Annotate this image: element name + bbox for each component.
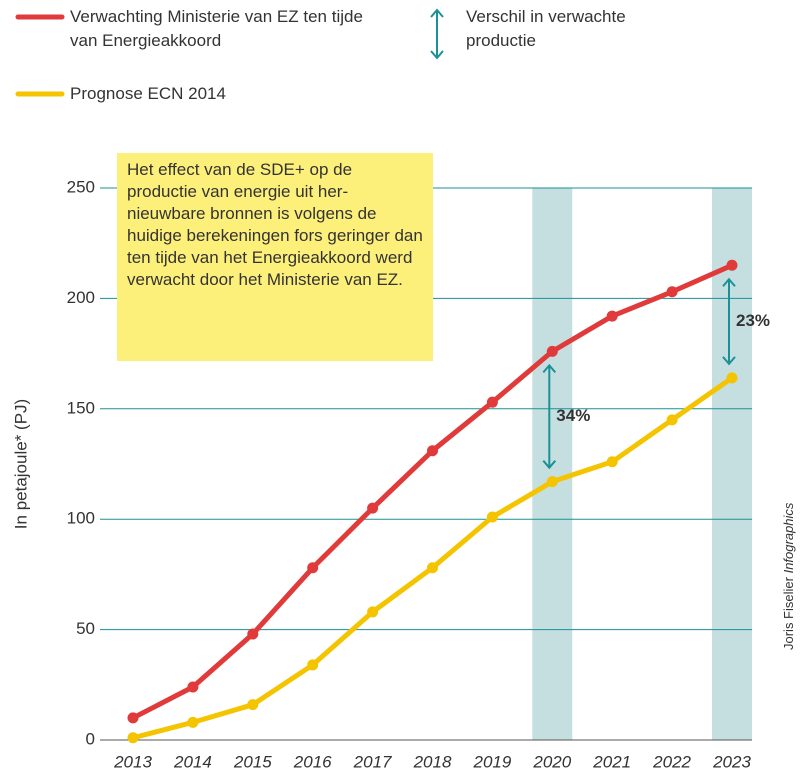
point [726, 372, 738, 384]
x-tick-label: 2014 [173, 752, 212, 769]
point [546, 345, 558, 357]
point [187, 716, 199, 728]
x-tick-label: 2023 [712, 752, 751, 769]
y-tick-label: 250 [67, 177, 95, 196]
x-tick-label: 2022 [652, 752, 691, 769]
line [132, 375, 734, 741]
point [427, 562, 438, 574]
point [367, 502, 379, 514]
x-tick-label: 2017 [353, 752, 392, 769]
credit-suffix: Infographics [781, 502, 796, 573]
difference-arrow-head [542, 363, 557, 470]
legend-label: Verwachting Ministerie van EZ ten tijde … [70, 7, 363, 50]
x-tick-label: 2020 [532, 752, 571, 769]
legend-label: Prognose ECN 2014 [70, 84, 226, 103]
y-tick-label: 150 [67, 398, 95, 417]
y-tick-label: 200 [67, 288, 95, 307]
legend-label: Verschil in verwachte productie [466, 7, 626, 50]
x-tick-label: 2019 [472, 752, 511, 769]
credit-name: Joris Fiselier [781, 576, 796, 650]
y-tick-label: 0 [86, 729, 95, 748]
point [606, 310, 618, 322]
annotation-box: Het effect van de SDE+ op de productie v… [117, 153, 433, 361]
x-tick-label: 2013 [113, 752, 152, 769]
point [247, 699, 259, 711]
point [127, 712, 139, 724]
point [606, 456, 618, 468]
credit: Joris Fiselier Infographics [781, 502, 796, 650]
point [307, 659, 319, 671]
x-tick-label: 2021 [592, 752, 631, 769]
point [367, 606, 379, 618]
y-tick-label: 100 [67, 509, 95, 528]
point [427, 445, 438, 457]
point [666, 414, 678, 426]
point [486, 396, 498, 408]
point [247, 628, 259, 640]
point [726, 259, 738, 271]
point [546, 476, 558, 488]
point [307, 562, 319, 574]
point [486, 511, 498, 523]
legend-arrow-head [430, 8, 444, 60]
y-axis-label: In petajoule* (PJ) [11, 399, 30, 529]
point [187, 681, 199, 693]
x-tick-label: 2015 [233, 752, 272, 769]
highlight-band [712, 188, 752, 740]
difference-label: 34% [556, 406, 590, 425]
point [127, 732, 139, 744]
difference-label: 23% [736, 311, 770, 330]
x-tick-label: 2018 [413, 752, 452, 769]
y-tick-label: 50 [76, 619, 95, 638]
difference-arrow-head [722, 277, 736, 366]
x-tick-label: 2016 [293, 752, 332, 769]
point [666, 286, 678, 298]
